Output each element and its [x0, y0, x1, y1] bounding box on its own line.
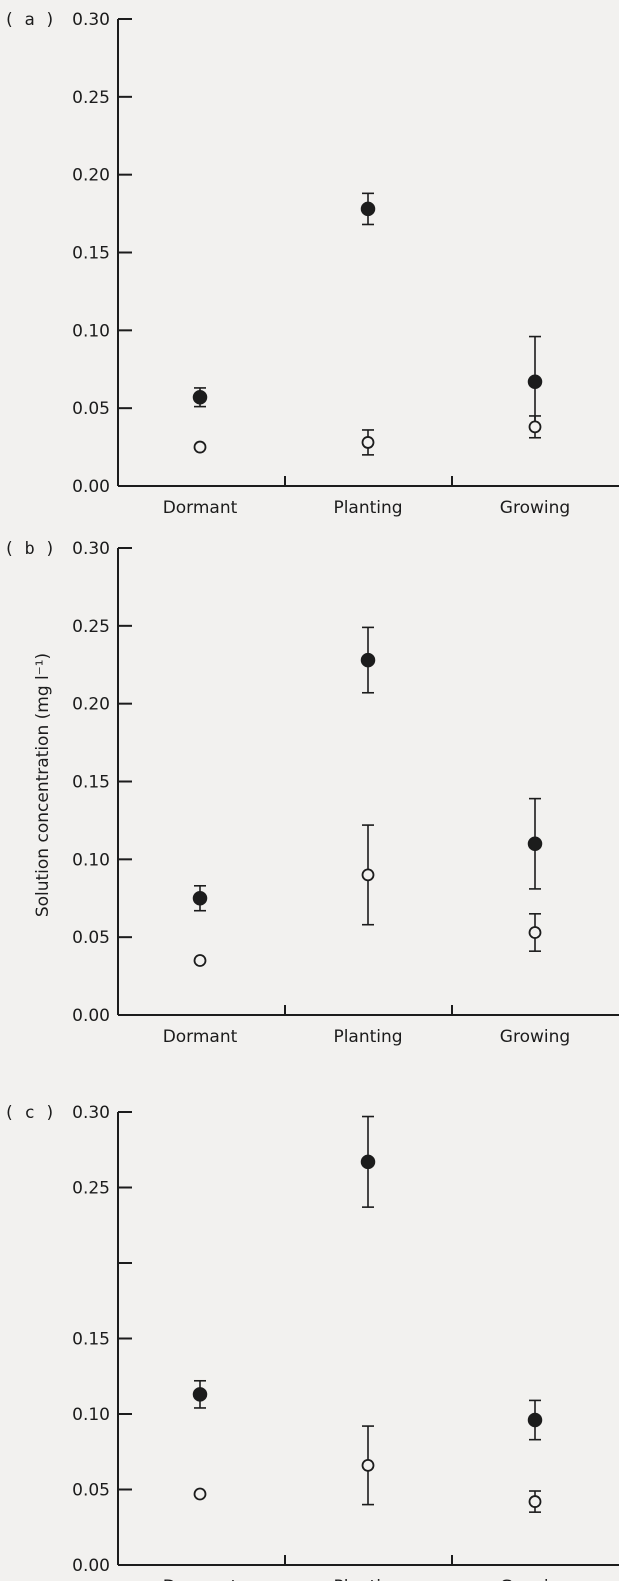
- data-point-open: [193, 954, 207, 967]
- data-point-open: [528, 926, 542, 939]
- data-point-filled: [192, 390, 208, 405]
- data-point-filled: [527, 836, 543, 852]
- data-point-open: [528, 420, 542, 434]
- data-point-open: [193, 1487, 207, 1501]
- y-tick-label: 0.20: [72, 695, 110, 715]
- x-tick-label: Growing: [500, 1027, 570, 1047]
- data-point-filled: [527, 1412, 543, 1428]
- data-point-open: [361, 868, 375, 882]
- y-tick-label: 0.00: [72, 1006, 110, 1026]
- x-tick-label: Planting: [333, 498, 402, 518]
- y-tick-label: 0.00: [72, 1556, 110, 1576]
- y-tick-label: 0.30: [72, 10, 110, 30]
- data-point-open: [528, 1495, 542, 1508]
- y-tick-label: 0.25: [72, 88, 110, 108]
- y-tick-label: 0.05: [72, 928, 110, 948]
- chart-panel-b: ( b ) 0.00 0.05 0.10 0.15 0.20 0.25 0.30 Dormant…: [4, 539, 619, 1047]
- x-tick-label: Growing: [500, 1577, 570, 1581]
- data-point-filled: [360, 1154, 376, 1170]
- panel-label: ( a ): [4, 10, 55, 30]
- y-tick-label: 0.10: [72, 850, 110, 870]
- data-point-filled: [360, 652, 376, 668]
- data-point-open: [193, 440, 207, 454]
- data-point-filled: [360, 201, 376, 217]
- y-tick-label: 0.20: [72, 166, 110, 186]
- chart-panel-c: ( c ) 0.00 0.05 0.10 0.15 0.30 0.25 Dormant Plan…: [4, 1103, 619, 1581]
- x-tick-label: Planting: [333, 1027, 402, 1047]
- y-tick-label: 0.25: [72, 617, 110, 637]
- y-tick-label: 0.15: [72, 244, 110, 264]
- y-tick-label: 0.30: [72, 1103, 110, 1123]
- x-tick-label: Dormant: [163, 1577, 238, 1581]
- y-tick-label: 0.05: [72, 399, 110, 419]
- y-tick-label: 0.30: [72, 539, 110, 559]
- x-tick-label: Growing: [500, 498, 570, 518]
- y-tick-label: 0.15: [72, 773, 110, 793]
- data-point-open: [361, 1458, 375, 1472]
- x-tick-label: Planting: [333, 1577, 402, 1581]
- y-tick-label: 0.15: [72, 1330, 110, 1350]
- y-tick-label: 0.05: [72, 1481, 110, 1501]
- y-tick-label: 0.10: [72, 321, 110, 341]
- y-tick-label: 0.25: [72, 1179, 110, 1199]
- data-point-filled: [527, 374, 543, 389]
- data-point-filled: [192, 891, 208, 906]
- x-tick-label: Dormant: [163, 1027, 238, 1047]
- chart-panel-a: ( a ) 0.00 0.05 0.10 0.15 0.20 0.25 0.30 Dormant…: [4, 10, 619, 518]
- panel-label: ( c ): [4, 1103, 55, 1123]
- y-tick-label: 0.00: [72, 477, 110, 497]
- data-point-filled: [192, 1387, 208, 1402]
- y-axis-label: Solution concentration (mg l⁻¹): [33, 653, 53, 917]
- data-point-open: [361, 436, 375, 449]
- panel-label: ( b ): [4, 539, 55, 559]
- y-tick-label: 0.10: [72, 1405, 110, 1425]
- x-tick-label: Dormant: [163, 498, 238, 518]
